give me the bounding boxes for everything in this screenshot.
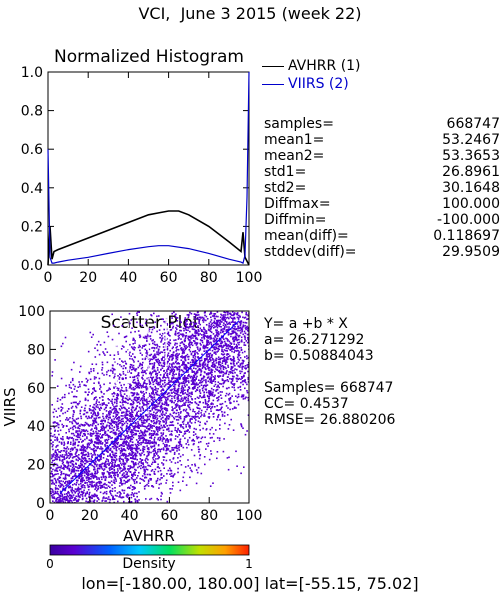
stat-value: 29.9509 bbox=[442, 244, 500, 260]
scatter-x-tick-label: 20 bbox=[81, 508, 99, 524]
hist-x-tick-label: 20 bbox=[79, 270, 97, 286]
hist-x-tick-label: 100 bbox=[236, 270, 263, 286]
series-line-avhrr bbox=[47, 210, 250, 266]
statistics-panel: samples= 668747 mean1= 53.2467 mean2= 53.3653… bbox=[264, 116, 500, 266]
scatter-frame bbox=[49, 310, 250, 504]
regression-equation: Y= a +b * X bbox=[264, 316, 348, 332]
stat-label: Diffmax= bbox=[264, 196, 331, 212]
series-line-viirs bbox=[47, 71, 250, 264]
hist-x-tick-label: 0 bbox=[44, 270, 53, 286]
legend-swatch-viirs bbox=[262, 84, 284, 85]
hist-y-tick-label: 0.4 bbox=[21, 181, 43, 197]
scatter-y-tick-label: 80 bbox=[27, 342, 45, 358]
stat-value: 100.000 bbox=[442, 196, 500, 212]
stat-value: 30.1648 bbox=[442, 180, 500, 196]
stat-label: std2= bbox=[264, 180, 307, 196]
page-title: VCI, June 3 2015 (week 22) bbox=[138, 4, 362, 23]
hist-y-tick-label: 1.0 bbox=[21, 65, 43, 81]
stat-row: stddev(diff)= 29.9509 bbox=[264, 244, 500, 260]
identity-line bbox=[59, 320, 240, 494]
stat-row: std2= 30.1648 bbox=[264, 180, 500, 196]
histogram-chart: 0 20 40 60 80 100 0.0 0.2 0.4 0.6 0.8 1.0 bbox=[21, 65, 263, 286]
stat-label: std1= bbox=[264, 164, 307, 180]
legend-item-avhrr: AVHRR (1) bbox=[262, 58, 462, 74]
lat-label: lat= bbox=[264, 574, 299, 593]
histogram-legend: AVHRR (1) VIIRS (2) bbox=[262, 58, 462, 94]
stat-row: samples= 668747 bbox=[264, 116, 500, 132]
stat-label: Diffmin= bbox=[264, 212, 327, 228]
stat-value: 53.3653 bbox=[442, 148, 500, 164]
stat-label: mean(diff)= bbox=[264, 228, 349, 244]
colorbar-label: Density bbox=[122, 556, 175, 572]
scatter-x-tick-label: 40 bbox=[121, 508, 139, 524]
stat-row: mean1= 53.2467 bbox=[264, 132, 500, 148]
stat-label: stddev(diff)= bbox=[264, 244, 357, 260]
regression-rmse: RMSE= 26.880206 bbox=[264, 412, 396, 428]
stat-value: -100.000 bbox=[437, 212, 500, 228]
scatter-ylabel: VIIRS bbox=[1, 387, 19, 426]
legend-label-viirs: VIIRS (2) bbox=[288, 76, 349, 92]
scatter-x-tick-label: 100 bbox=[236, 508, 263, 524]
legend-label-avhrr: AVHRR (1) bbox=[288, 58, 361, 74]
stat-label: samples= bbox=[264, 116, 334, 132]
regression-cc: CC= 0.4537 bbox=[264, 396, 349, 412]
hist-x-tick-label: 40 bbox=[119, 270, 137, 286]
stat-row: Diffmax= 100.000 bbox=[264, 196, 500, 212]
regression-samples: Samples= 668747 bbox=[264, 380, 394, 396]
lat-range: [-55.15, 75.02] bbox=[298, 574, 419, 593]
stat-label: mean2= bbox=[264, 148, 325, 164]
colorbar-min: 0 bbox=[46, 557, 54, 571]
scatter-xlabel: AVHRR bbox=[123, 527, 175, 545]
hist-y-tick-label: 0.0 bbox=[21, 258, 43, 274]
stat-value: 0.118697 bbox=[433, 228, 500, 244]
hist-y-tick-label: 0.2 bbox=[21, 219, 43, 235]
scatter-x-tick-label: 60 bbox=[160, 508, 178, 524]
legend-item-viirs: VIIRS (2) bbox=[262, 76, 462, 92]
hist-x-tick-label: 60 bbox=[160, 270, 178, 286]
stat-value: 53.2467 bbox=[442, 132, 500, 148]
hist-y-tick-label: 0.8 bbox=[21, 104, 43, 120]
scatter-y-tick-label: 0 bbox=[36, 496, 45, 512]
lon-range: [-180.00, 180.00] bbox=[119, 574, 260, 593]
histogram-title: Normalized Histogram bbox=[54, 47, 244, 67]
stat-row: mean(diff)= 0.118697 bbox=[264, 228, 500, 244]
stat-value: 668747 bbox=[446, 116, 500, 132]
scatter-y-tick-label: 40 bbox=[27, 419, 45, 435]
scatter-y-tick-label: 60 bbox=[27, 381, 45, 397]
scatter-x-tick-label: 0 bbox=[46, 508, 55, 524]
colorbar bbox=[49, 544, 250, 556]
hist-x-tick-label: 80 bbox=[200, 270, 218, 286]
footer-coordinates: lon=[-180.00, 180.00] lat=[-55.15, 75.02… bbox=[0, 576, 500, 592]
scatter-points bbox=[50, 311, 249, 503]
regression-b: b= 0.50884043 bbox=[264, 348, 374, 364]
stat-value: 26.8961 bbox=[442, 164, 500, 180]
stat-label: mean1= bbox=[264, 132, 325, 148]
regression-a: a= 26.271292 bbox=[264, 332, 365, 348]
stat-row: mean2= 53.3653 bbox=[264, 148, 500, 164]
colorbar-max: 1 bbox=[245, 557, 253, 571]
stat-row: std1= 26.8961 bbox=[264, 164, 500, 180]
hist-y-tick-label: 0.6 bbox=[21, 142, 43, 158]
scatter-x-tick-label: 80 bbox=[200, 508, 218, 524]
legend-swatch-avhrr bbox=[262, 66, 284, 67]
stat-row: Diffmin= -100.000 bbox=[264, 212, 500, 228]
lon-label: lon= bbox=[81, 574, 120, 593]
scatter-y-tick-label: 20 bbox=[27, 458, 45, 474]
scatter-y-tick-label: 100 bbox=[18, 304, 45, 320]
